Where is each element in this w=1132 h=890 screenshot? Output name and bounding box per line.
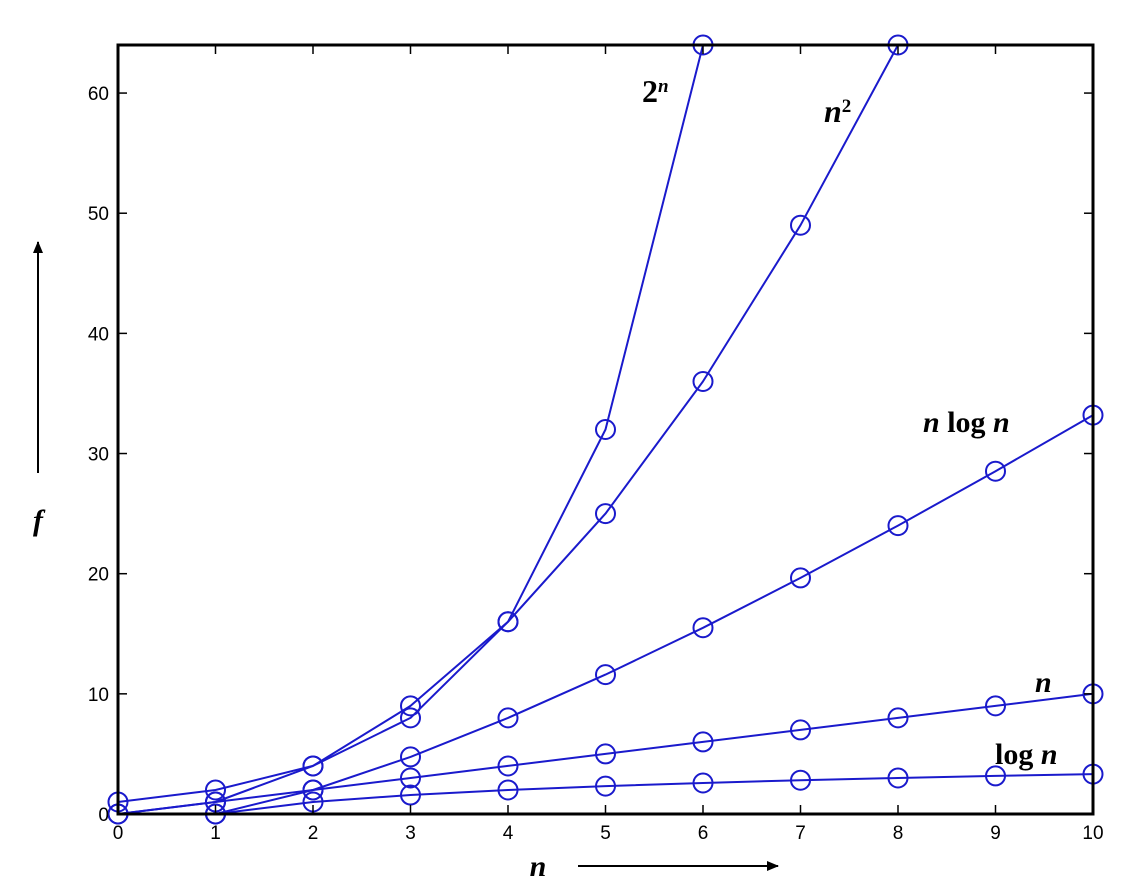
data-point-marker bbox=[497, 707, 519, 729]
data-point-marker bbox=[497, 755, 519, 777]
data-point-marker bbox=[595, 664, 616, 686]
data-point-marker bbox=[400, 707, 421, 729]
data-point-marker bbox=[595, 419, 616, 440]
data-point-marker bbox=[595, 743, 616, 765]
data-point-marker bbox=[790, 719, 811, 741]
data-point-marker bbox=[400, 695, 421, 717]
data-point-marker bbox=[985, 460, 1006, 482]
y-tick-label: 60 bbox=[88, 84, 109, 105]
data-point-marker bbox=[692, 772, 714, 794]
y-tick-label: 50 bbox=[88, 204, 109, 225]
x-tick-label: 8 bbox=[893, 823, 904, 844]
data-point-marker bbox=[595, 775, 616, 797]
x-tick-label: 9 bbox=[990, 823, 1001, 844]
x-tick-label: 3 bbox=[405, 823, 416, 844]
data-point-marker bbox=[692, 370, 714, 392]
series-line-3 bbox=[117, 692, 1094, 815]
x-tick-label: 0 bbox=[113, 823, 124, 844]
series-label-2: n log n bbox=[923, 406, 1010, 439]
data-point-marker bbox=[497, 779, 519, 801]
x-tick-label: 7 bbox=[795, 823, 806, 844]
y-tick-label: 40 bbox=[88, 324, 109, 345]
data-point-marker bbox=[887, 767, 909, 789]
data-point-marker bbox=[302, 779, 324, 801]
series-line-2 bbox=[215, 414, 1094, 815]
data-point-marker bbox=[692, 617, 714, 639]
data-point-marker bbox=[692, 731, 714, 753]
data-point-marker bbox=[400, 767, 421, 789]
series-label-3: n bbox=[1035, 666, 1052, 699]
x-tick-label: 6 bbox=[698, 823, 709, 844]
y-axis-label: f bbox=[33, 504, 46, 537]
data-point-marker bbox=[497, 611, 519, 633]
series-line-4 bbox=[215, 773, 1094, 815]
data-point-marker bbox=[790, 214, 811, 236]
data-point-marker bbox=[205, 779, 226, 801]
x-tick-label: 5 bbox=[600, 823, 611, 844]
data-point-marker bbox=[595, 503, 616, 525]
data-point-marker bbox=[985, 765, 1006, 787]
series-label-0: 2n bbox=[642, 73, 669, 109]
data-point-marker bbox=[790, 769, 811, 791]
y-tick-label: 0 bbox=[98, 805, 109, 826]
data-point-marker bbox=[985, 695, 1006, 717]
series-label-4: log n bbox=[995, 738, 1058, 771]
y-tick-label: 10 bbox=[88, 685, 109, 706]
x-tick-label: 4 bbox=[503, 823, 514, 844]
x-tick-label: 2 bbox=[308, 823, 319, 844]
series-line-1 bbox=[117, 44, 899, 815]
y-tick-label: 30 bbox=[88, 445, 109, 466]
data-point-marker bbox=[400, 784, 421, 806]
data-point-marker bbox=[887, 707, 909, 729]
data-point-marker bbox=[790, 567, 811, 589]
series-label-1: n2 bbox=[824, 93, 851, 129]
series-line-0 bbox=[117, 44, 704, 803]
data-point-marker bbox=[887, 515, 909, 537]
y-tick-label: 20 bbox=[88, 565, 109, 586]
x-tick-label: 10 bbox=[1082, 823, 1103, 844]
data-point-marker bbox=[400, 746, 421, 768]
data-point-marker bbox=[302, 755, 324, 777]
x-tick-label: 1 bbox=[210, 823, 221, 844]
x-axis-label: n bbox=[530, 850, 547, 883]
